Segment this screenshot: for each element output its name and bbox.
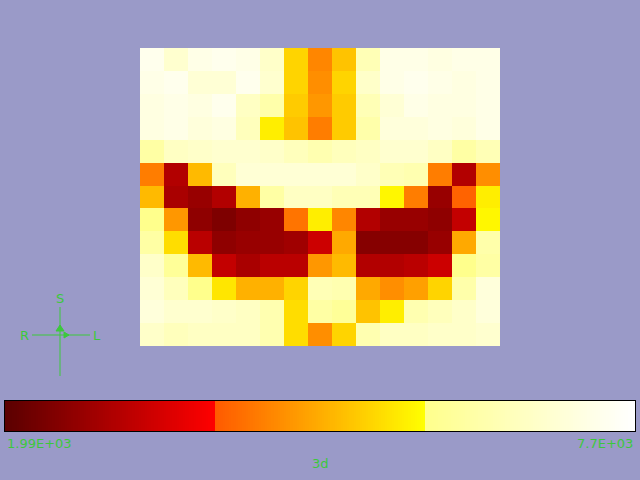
svg-text:1.99E+03: 1.99E+03 xyxy=(7,436,72,451)
svg-text:S: S xyxy=(56,291,64,306)
svg-text:3d: 3d xyxy=(312,456,329,471)
svg-text:R: R xyxy=(20,328,29,343)
svg-text:L: L xyxy=(93,328,101,343)
svg-text:7.7E+03: 7.7E+03 xyxy=(577,436,633,451)
